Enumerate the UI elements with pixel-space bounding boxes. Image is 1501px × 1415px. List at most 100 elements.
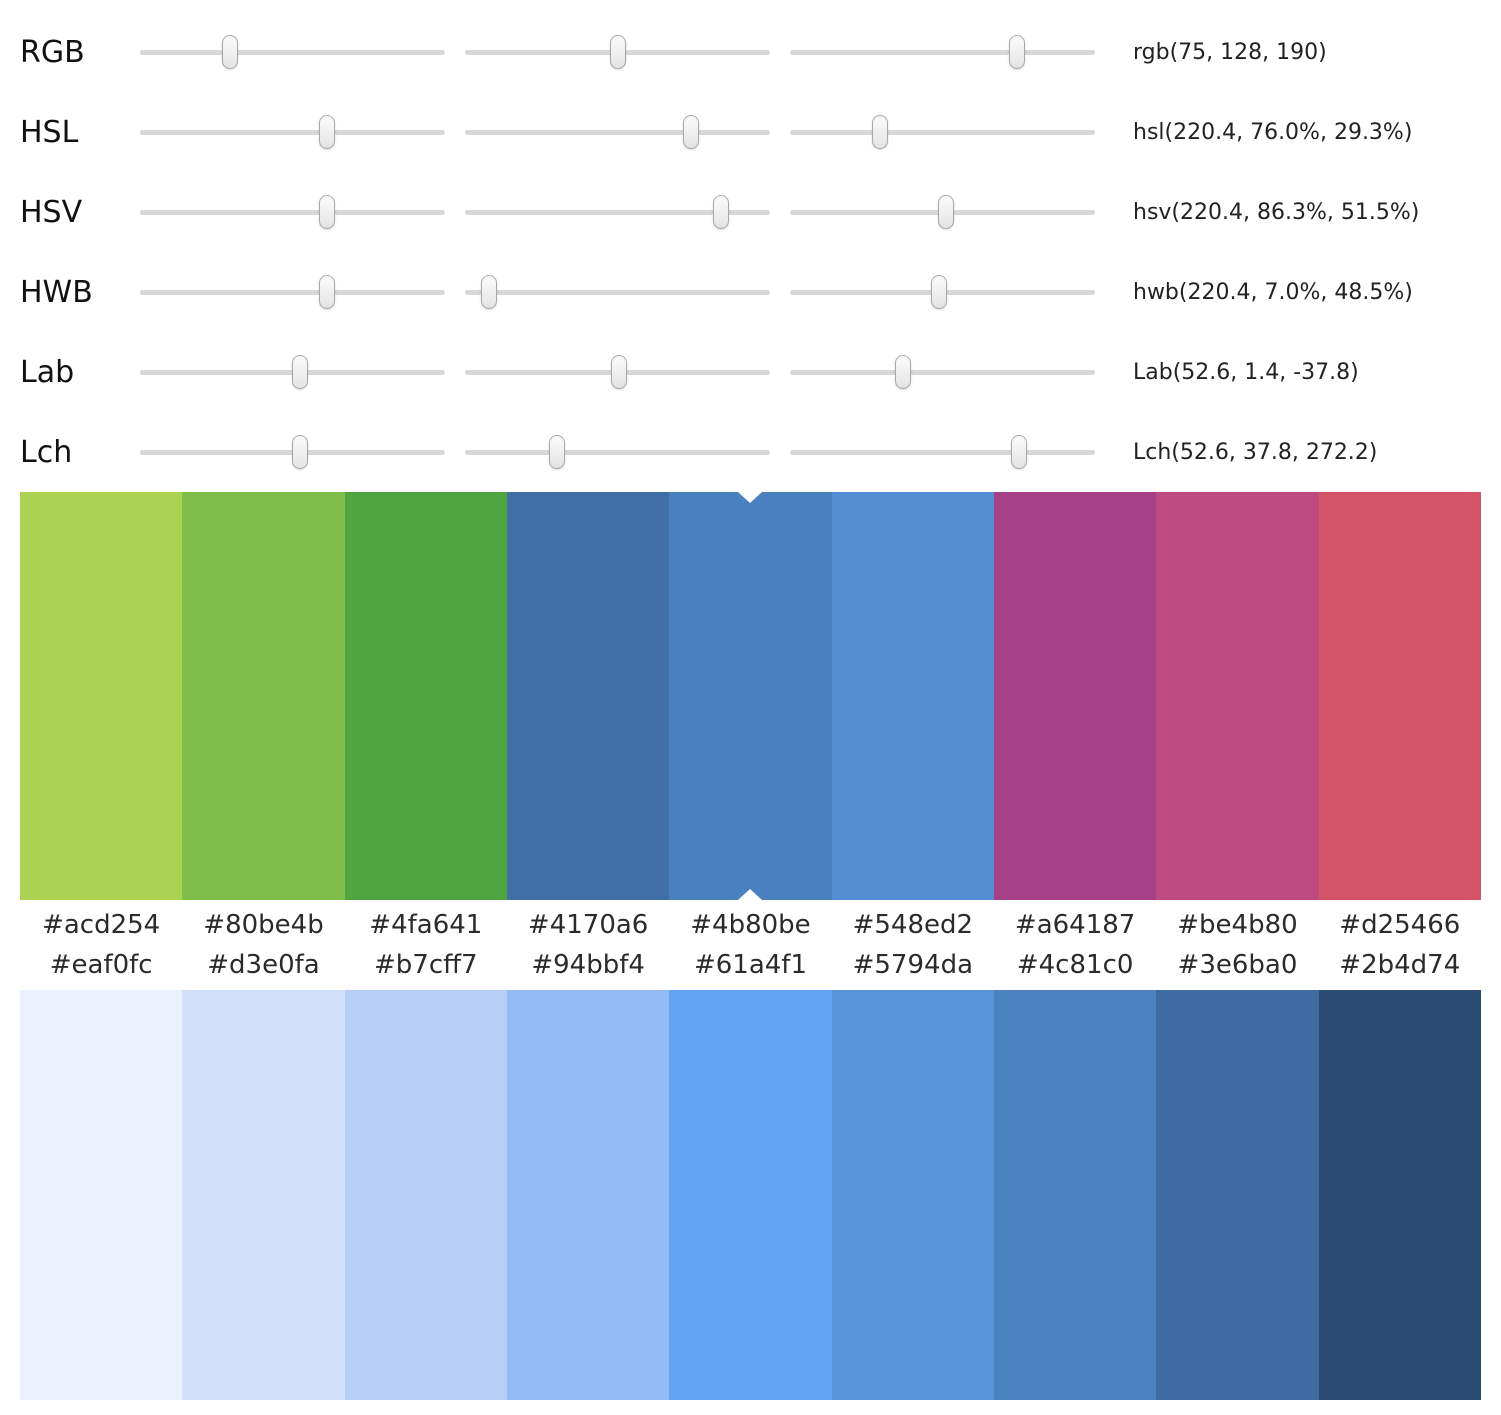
slider-row-rgb: RGB rgb(75, 128, 190) xyxy=(20,12,1481,92)
slider-thumb-hwb-0[interactable] xyxy=(318,274,335,309)
palette-swatch-4c81c0[interactable] xyxy=(993,990,1157,1400)
slider-track-hsl-0[interactable] xyxy=(140,114,445,149)
slider-value-text: Lab(52.6, 1.4, -37.8) xyxy=(1133,359,1359,385)
slider-thumb-lch-0[interactable] xyxy=(292,434,309,469)
hex-code-label: #94bbf4 xyxy=(531,950,645,980)
hex-code-label: #b7cff7 xyxy=(374,950,478,980)
hex-code-label: #61a4f1 xyxy=(693,950,807,980)
slider-thumb-hsv-1[interactable] xyxy=(713,194,730,229)
slider-thumb-hsv-0[interactable] xyxy=(318,194,335,229)
slider-row-hsl: HSL hsl(220.4, 76.0%, 29.3%) xyxy=(20,92,1481,172)
palette-swatch-acd254[interactable] xyxy=(20,492,183,900)
slider-thumb-rgb-0[interactable] xyxy=(221,34,238,69)
slider-row-hsv: HSV hsv(220.4, 86.3%, 51.5%) xyxy=(20,172,1481,252)
slider-track-lch-1[interactable] xyxy=(465,434,770,469)
slider-row-label: HSL xyxy=(20,114,79,150)
palette-bottom-section: #eaf0fc #d3e0fa #b7cff7 #94bbf4 #61a4f1 #5794… xyxy=(20,948,1481,1400)
palette-swatch-4b80be[interactable] xyxy=(669,492,832,900)
palette-top-section: #acd254 #80be4b #4fa641 #4170a6 #4b80be #548e… xyxy=(20,492,1481,948)
slider-row-label: Lab xyxy=(20,354,75,390)
slider-value-text: Lch(52.6, 37.8, 272.2) xyxy=(1133,439,1378,465)
palette-swatch-be4b80[interactable] xyxy=(1156,492,1319,900)
slider-value-text: hsv(220.4, 86.3%, 51.5%) xyxy=(1133,199,1420,225)
slider-track-hwb-2[interactable] xyxy=(790,274,1095,309)
slider-track-lab-0[interactable] xyxy=(140,354,445,389)
slider-thumb-hwb-2[interactable] xyxy=(931,274,948,309)
slider-track-hsv-2[interactable] xyxy=(790,194,1095,229)
slider-thumb-lch-2[interactable] xyxy=(1010,434,1027,469)
palette-swatch-94bbf4[interactable] xyxy=(506,990,670,1400)
slider-thumb-hsl-2[interactable] xyxy=(871,114,888,149)
hex-code-label: #4c81c0 xyxy=(1016,950,1134,980)
palette-labels-bottom: #eaf0fc #d3e0fa #b7cff7 #94bbf4 #61a4f1 #5794… xyxy=(20,948,1481,990)
slider-thumb-hsl-1[interactable] xyxy=(682,114,699,149)
slider-thumb-rgb-1[interactable] xyxy=(610,34,627,69)
slider-track-lch-0[interactable] xyxy=(140,434,445,469)
palette-swatch-61a4f1[interactable] xyxy=(669,990,832,1400)
slider-track-hsv-0[interactable] xyxy=(140,194,445,229)
slider-thumb-lab-2[interactable] xyxy=(894,354,911,389)
selected-swatch-notch-top-icon xyxy=(738,492,763,503)
slider-thumb-rgb-2[interactable] xyxy=(1009,34,1026,69)
palette-swatch-5794da[interactable] xyxy=(831,990,994,1400)
hex-code-label: #d25466 xyxy=(1339,910,1461,940)
palette-labels-top: #acd254 #80be4b #4fa641 #4170a6 #4b80be #548e… xyxy=(20,900,1481,948)
slider-track-rgb-0[interactable] xyxy=(140,34,445,69)
hex-code-label: #80be4b xyxy=(203,910,324,940)
hex-code-label: #eaf0fc xyxy=(49,950,153,980)
slider-row-lch: Lch Lch(52.6, 37.8, 272.2) xyxy=(20,412,1481,492)
slider-track-hsl-1[interactable] xyxy=(465,114,770,149)
slider-track-lab-2[interactable] xyxy=(790,354,1095,389)
slider-value-text: rgb(75, 128, 190) xyxy=(1133,39,1327,65)
slider-thumb-lab-1[interactable] xyxy=(611,354,628,389)
palette-swatch-80be4b[interactable] xyxy=(182,492,345,900)
hex-code-label: #acd254 xyxy=(42,910,161,940)
hex-code-label: #4fa641 xyxy=(369,910,483,940)
palette-swatch-b7cff7[interactable] xyxy=(344,990,507,1400)
hex-code-label: #be4b80 xyxy=(1177,910,1298,940)
slider-track-rgb-1[interactable] xyxy=(465,34,770,69)
slider-track-hwb-0[interactable] xyxy=(140,274,445,309)
hex-code-label: #a64187 xyxy=(1014,910,1136,940)
slider-thumb-hwb-1[interactable] xyxy=(481,274,498,309)
palette-swatch-2b4d74[interactable] xyxy=(1318,990,1481,1400)
palette-swatch-d3e0fa[interactable] xyxy=(182,990,345,1400)
slider-thumb-lch-1[interactable] xyxy=(548,434,565,469)
palette-swatch-a64187[interactable] xyxy=(993,492,1157,900)
palette-swatch-eaf0fc[interactable] xyxy=(20,990,183,1400)
slider-track-hsl-2[interactable] xyxy=(790,114,1095,149)
hex-code-label: #548ed2 xyxy=(852,910,974,940)
slider-row-lab: Lab Lab(52.6, 1.4, -37.8) xyxy=(20,332,1481,412)
palette-swatch-3e6ba0[interactable] xyxy=(1156,990,1319,1400)
slider-row-hwb: HWB hwb(220.4, 7.0%, 48.5%) xyxy=(20,252,1481,332)
slider-thumb-lab-0[interactable] xyxy=(292,354,309,389)
selected-swatch-notch-bottom-icon xyxy=(738,889,763,900)
slider-row-label: HWB xyxy=(20,274,93,310)
slider-track-lab-1[interactable] xyxy=(465,354,770,389)
slider-row-label: Lch xyxy=(20,434,73,470)
slider-row-label: RGB xyxy=(20,34,85,70)
hex-code-label: #5794da xyxy=(852,950,973,980)
slider-track-hwb-1[interactable] xyxy=(465,274,770,309)
palette-swatch-d25466[interactable] xyxy=(1318,492,1481,900)
slider-value-text: hwb(220.4, 7.0%, 48.5%) xyxy=(1133,279,1413,305)
hex-code-label: #4170a6 xyxy=(527,910,649,940)
slider-track-rgb-2[interactable] xyxy=(790,34,1095,69)
hex-code-label: #4b80be xyxy=(690,910,811,940)
slider-track-lch-2[interactable] xyxy=(790,434,1095,469)
slider-track-hsv-1[interactable] xyxy=(465,194,770,229)
hex-code-label: #d3e0fa xyxy=(207,950,320,980)
slider-panel: RGB rgb(75, 128, 190) HSL hsl(220.4, 76.0%,… xyxy=(20,8,1481,492)
slider-value-text: hsl(220.4, 76.0%, 29.3%) xyxy=(1133,119,1413,145)
slider-thumb-hsl-0[interactable] xyxy=(318,114,335,149)
slider-thumb-hsv-2[interactable] xyxy=(937,194,954,229)
slider-row-label: HSV xyxy=(20,194,83,230)
palette-strip-top xyxy=(20,492,1481,900)
hex-code-label: #3e6ba0 xyxy=(1177,950,1298,980)
hex-code-label: #2b4d74 xyxy=(1339,950,1461,980)
palette-swatch-4fa641[interactable] xyxy=(344,492,507,900)
palette-swatch-4170a6[interactable] xyxy=(506,492,670,900)
palette-strip-bottom xyxy=(20,990,1481,1400)
palette-swatch-548ed2[interactable] xyxy=(831,492,994,900)
